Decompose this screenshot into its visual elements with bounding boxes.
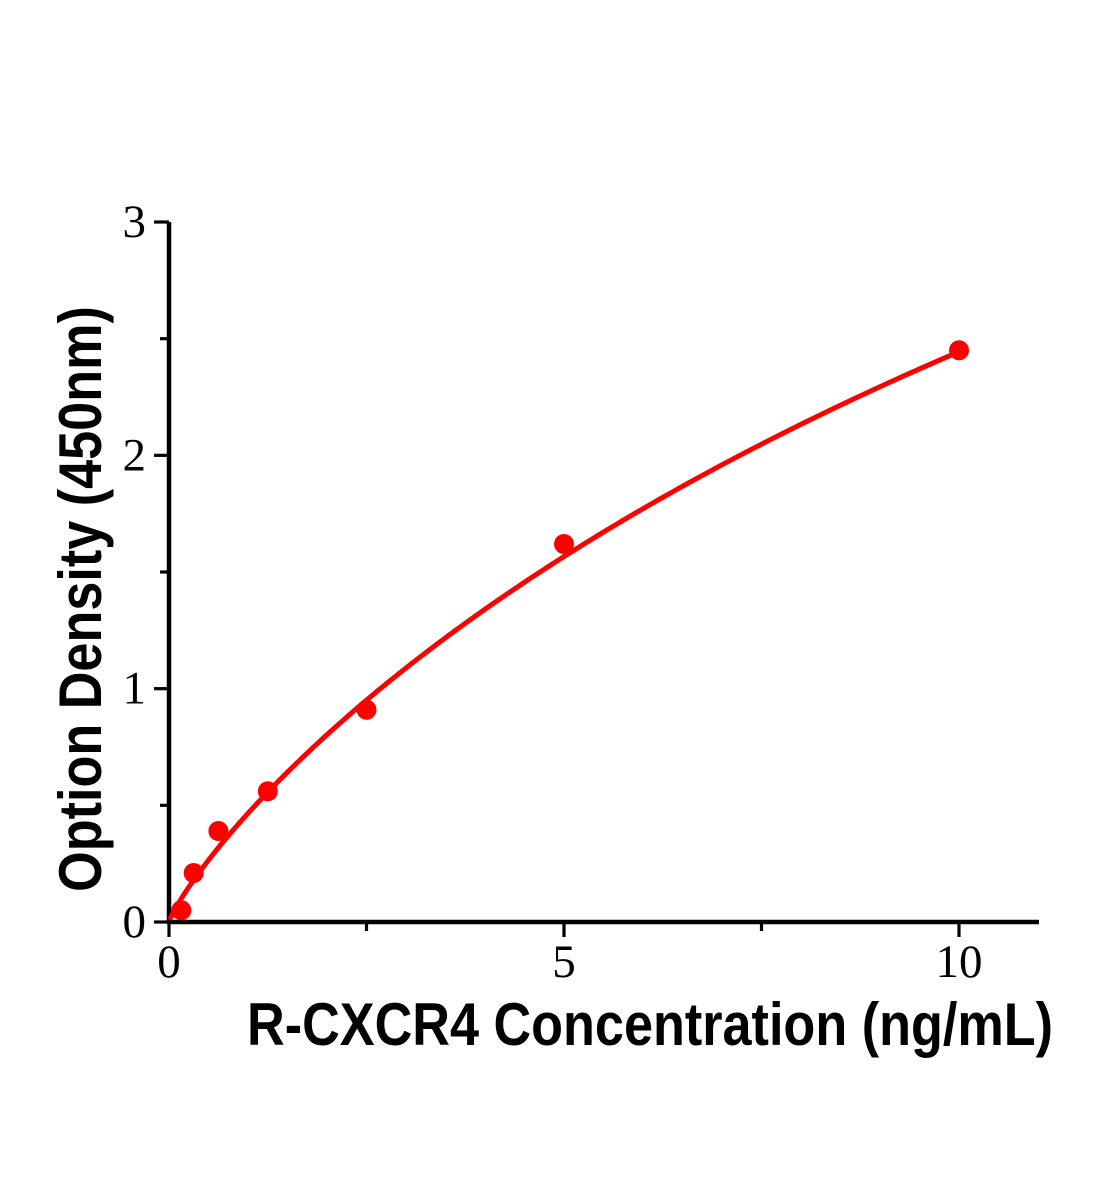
data-point bbox=[171, 900, 192, 921]
fit-curve bbox=[168, 349, 962, 921]
y-axis-title: Option Density (450nm) bbox=[47, 306, 114, 892]
x-tick-label: 5 bbox=[552, 936, 576, 988]
data-point bbox=[257, 781, 278, 802]
data-point bbox=[554, 534, 574, 554]
y-tick-label: 0 bbox=[123, 896, 147, 948]
data-point bbox=[949, 340, 969, 361]
x-tick-label: 0 bbox=[157, 936, 181, 988]
x-axis-title: R-CXCR4 Concentration (ng/mL) bbox=[247, 991, 1053, 1058]
data-point bbox=[356, 699, 377, 720]
x-tick-label: 10 bbox=[936, 936, 983, 988]
data-point bbox=[183, 863, 204, 883]
y-tick-label: 2 bbox=[123, 429, 147, 481]
data-point bbox=[208, 821, 229, 841]
y-tick-label: 1 bbox=[123, 663, 147, 715]
y-tick-label: 3 bbox=[123, 196, 147, 248]
